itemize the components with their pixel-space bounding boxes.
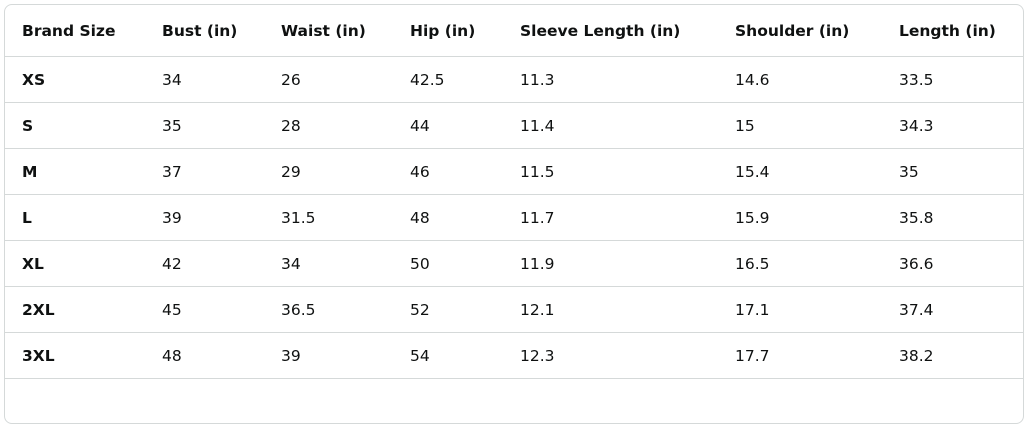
table-cell: 46 (410, 162, 430, 181)
table-row: XS 34 26 42.5 11.3 14.6 33.5 (5, 57, 1023, 103)
table-cell: 36.5 (281, 300, 316, 319)
table-cell: 48 (410, 208, 430, 227)
table-cell: 45 (162, 300, 182, 319)
table-row: 3XL 48 39 54 12.3 17.7 38.2 (5, 333, 1023, 379)
table-cell: Shoulder (in) (735, 21, 850, 40)
table-cell: Bust (in) (162, 21, 238, 40)
table-cell: 12.3 (520, 346, 555, 365)
table-cell: 28 (281, 116, 301, 135)
table-cell: 52 (410, 300, 430, 319)
table-cell: M (22, 162, 38, 181)
table-cell: 37 (162, 162, 182, 181)
table-cell: 50 (410, 254, 430, 273)
table-cell: 42 (162, 254, 182, 273)
size-table: Brand Size Bust (in) Waist (in) Hip (in) Sle… (4, 4, 1024, 424)
table-cell: 15 (735, 116, 755, 135)
table-cell: 16.5 (735, 254, 770, 273)
table-cell: Hip (in) (410, 21, 476, 40)
table-cell: 17.1 (735, 300, 770, 319)
table-cell: 17.7 (735, 346, 770, 365)
table-cell: 54 (410, 346, 430, 365)
table-cell: 31.5 (281, 208, 316, 227)
table-cell: 39 (281, 346, 301, 365)
table-cell: 11.9 (520, 254, 555, 273)
table-cell: 11.5 (520, 162, 555, 181)
table-cell: 35 (162, 116, 182, 135)
table-cell: Sleeve Length (in) (520, 21, 681, 40)
table-row: 2XL 45 36.5 52 12.1 17.1 37.4 (5, 287, 1023, 333)
table-cell: Brand Size (22, 21, 116, 40)
table-cell: 35.8 (899, 208, 934, 227)
table-cell: 39 (162, 208, 182, 227)
table-cell: 11.7 (520, 208, 555, 227)
table-cell: 44 (410, 116, 430, 135)
table-cell: Length (in) (899, 21, 996, 40)
table-cell: L (22, 208, 32, 227)
page: Brand Size Bust (in) Waist (in) Hip (in) Sle… (4, 4, 1024, 424)
table-cell: 11.3 (520, 70, 555, 89)
table-cell: 15.9 (735, 208, 770, 227)
table-row: L 39 31.5 48 11.7 15.9 35.8 (5, 195, 1023, 241)
table-cell: 48 (162, 346, 182, 365)
table-cell: 11.4 (520, 116, 555, 135)
header-row: Brand Size Bust (in) Waist (in) Hip (in) Sle… (5, 5, 1023, 57)
table-cell: 2XL (22, 300, 55, 319)
table-cell: 29 (281, 162, 301, 181)
table-row: XL 42 34 50 11.9 16.5 36.6 (5, 241, 1023, 287)
table-row (5, 379, 1023, 423)
table-cell: 15.4 (735, 162, 770, 181)
table-cell: 34 (281, 254, 301, 273)
table-cell: XL (22, 254, 44, 273)
table-cell: 42.5 (410, 70, 445, 89)
table-cell: 33.5 (899, 70, 934, 89)
table-row: S 35 28 44 11.4 15 34.3 (5, 103, 1023, 149)
table-cell: 38.2 (899, 346, 934, 365)
table-cell: S (22, 116, 34, 135)
table-cell: 36.6 (899, 254, 934, 273)
table-cell: 14.6 (735, 70, 770, 89)
table-cell: 26 (281, 70, 301, 89)
table-row: M 37 29 46 11.5 15.4 35 (5, 149, 1023, 195)
table-cell: Waist (in) (281, 21, 366, 40)
table-cell: 35 (899, 162, 919, 181)
table-cell: 37.4 (899, 300, 934, 319)
table-cell: 34 (162, 70, 182, 89)
table-cell: XS (22, 70, 46, 89)
table-cell: 12.1 (520, 300, 555, 319)
table-cell: 34.3 (899, 116, 934, 135)
table-cell: 3XL (22, 346, 55, 365)
